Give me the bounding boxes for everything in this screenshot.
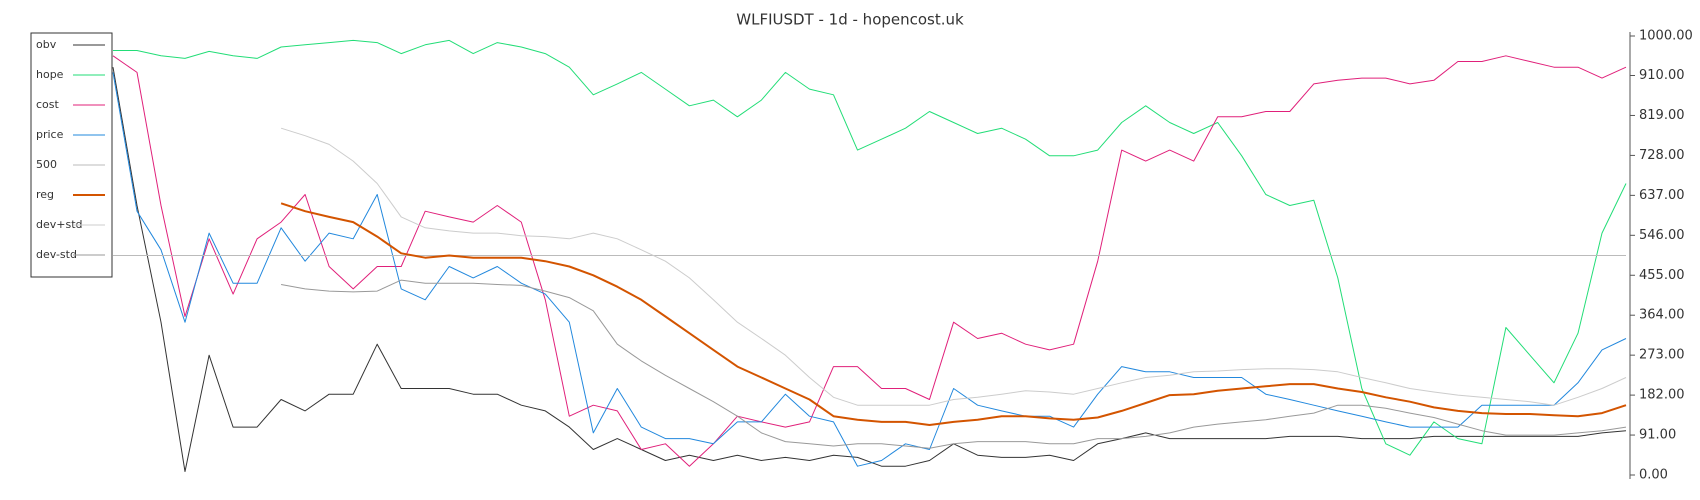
legend-label: price bbox=[36, 128, 64, 141]
legend-label: obv bbox=[36, 38, 57, 51]
series-line bbox=[280, 127, 1627, 406]
legend-box bbox=[30, 32, 113, 278]
series-line bbox=[281, 279, 1627, 449]
series-line bbox=[280, 202, 1627, 426]
y-tick-label: 455.00 bbox=[1639, 268, 1685, 283]
y-tick-label: 0.00 bbox=[1639, 468, 1668, 483]
chart-title: WLFIUSDT - 1d - hopencost.uk bbox=[736, 11, 964, 29]
legend-label: dev+std bbox=[36, 218, 83, 231]
y-tick-label: 273.00 bbox=[1639, 348, 1685, 363]
series-line bbox=[112, 67, 1627, 472]
series-line bbox=[112, 55, 1627, 467]
legend-label: reg bbox=[36, 188, 54, 201]
y-tick-label: 546.00 bbox=[1639, 228, 1685, 243]
legend-label: hope bbox=[36, 68, 64, 81]
series-line bbox=[112, 72, 1627, 467]
legend-label: cost bbox=[36, 98, 60, 111]
series-line bbox=[113, 39, 1627, 456]
y-tick-label: 182.00 bbox=[1639, 388, 1685, 403]
y-tick-label: 637.00 bbox=[1639, 188, 1685, 203]
y-tick-label: 728.00 bbox=[1639, 148, 1685, 163]
y-tick-label: 364.00 bbox=[1639, 308, 1685, 323]
y-tick-label: 910.00 bbox=[1639, 68, 1685, 83]
y-tick-label: 819.00 bbox=[1639, 108, 1685, 123]
legend-label: dev-std bbox=[36, 248, 77, 261]
y-tick-label: 91.00 bbox=[1639, 428, 1676, 443]
legend-label: 500 bbox=[36, 158, 57, 171]
y-tick-label: 1000.00 bbox=[1639, 29, 1693, 44]
